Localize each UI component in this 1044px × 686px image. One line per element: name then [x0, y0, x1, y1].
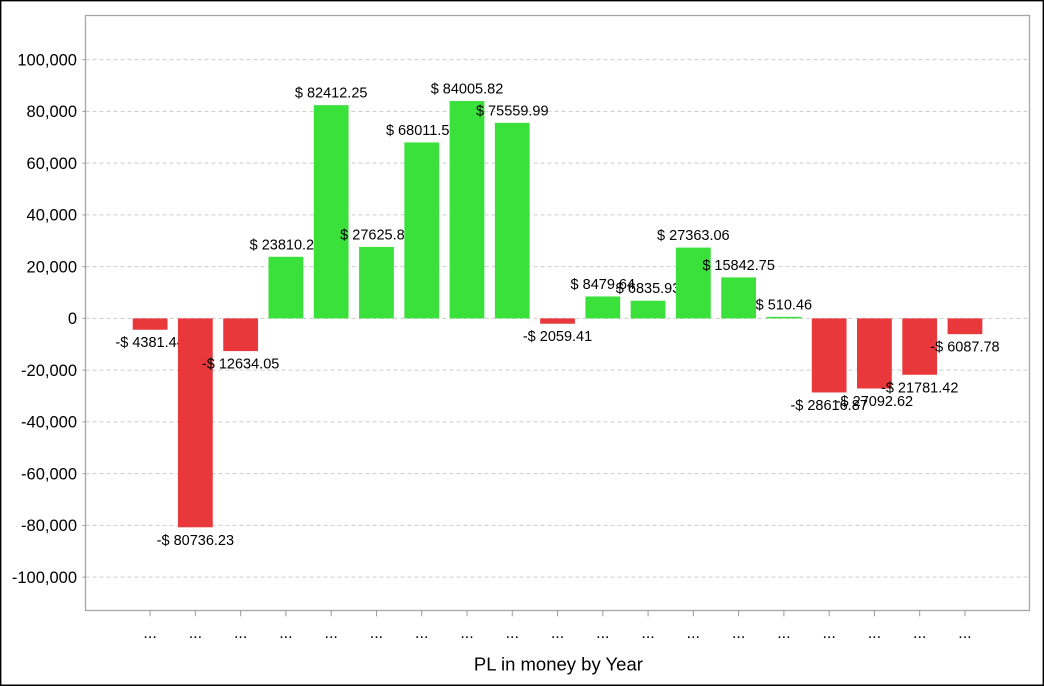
svg-text:-20,000: -20,000	[21, 362, 77, 380]
svg-text:...: ...	[279, 625, 292, 642]
svg-text:...: ...	[370, 625, 383, 642]
svg-text:40,000: 40,000	[27, 207, 77, 225]
svg-text:...: ...	[460, 625, 473, 642]
svg-text:-$ 2059.41: -$ 2059.41	[523, 329, 592, 345]
svg-text:-$ 27092.62: -$ 27092.62	[836, 394, 913, 410]
svg-text:-60,000: -60,000	[21, 465, 77, 483]
svg-text:-$ 21781.42: -$ 21781.42	[881, 380, 958, 396]
svg-text:...: ...	[596, 625, 609, 642]
svg-text:...: ...	[958, 625, 971, 642]
svg-text:80,000: 80,000	[27, 103, 77, 121]
svg-text:$ 6835.93: $ 6835.93	[616, 281, 681, 297]
svg-text:-80,000: -80,000	[21, 517, 77, 535]
svg-text:...: ...	[777, 625, 790, 642]
svg-text:...: ...	[687, 625, 700, 642]
svg-text:-100,000: -100,000	[12, 569, 77, 587]
svg-text:$ 15842.75: $ 15842.75	[702, 258, 775, 274]
svg-text:-$ 28616.87: -$ 28616.87	[790, 398, 867, 414]
svg-text:...: ...	[325, 625, 338, 642]
svg-text:...: ...	[913, 625, 926, 642]
svg-text:...: ...	[143, 625, 156, 642]
svg-text:$ 75559.99: $ 75559.99	[476, 103, 549, 119]
svg-text:$ 27625.85: $ 27625.85	[340, 227, 413, 243]
svg-text:0: 0	[68, 310, 77, 328]
svg-text:...: ...	[551, 625, 564, 642]
svg-text:...: ...	[506, 625, 519, 642]
svg-text:$ 27363.06: $ 27363.06	[657, 228, 730, 244]
svg-text:$ 84005.82: $ 84005.82	[431, 82, 504, 98]
svg-text:-$ 12634.05: -$ 12634.05	[202, 357, 279, 373]
svg-text:...: ...	[189, 625, 202, 642]
svg-text:20,000: 20,000	[27, 258, 77, 276]
svg-text:...: ...	[234, 625, 247, 642]
svg-text:-$ 4381.44: -$ 4381.44	[115, 335, 184, 351]
svg-text:60,000: 60,000	[27, 155, 77, 173]
svg-text:-$ 80736.23: -$ 80736.23	[157, 533, 234, 549]
svg-text:$ 8479.64: $ 8479.64	[571, 277, 636, 293]
svg-text:$ 510.46: $ 510.46	[756, 298, 812, 314]
svg-text:...: ...	[641, 625, 654, 642]
svg-text:...: ...	[868, 625, 881, 642]
svg-text:$ 23810.29: $ 23810.29	[250, 237, 323, 253]
svg-text:...: ...	[822, 625, 835, 642]
svg-text:PL in money by Year: PL in money by Year	[474, 654, 643, 675]
svg-text:...: ...	[732, 625, 745, 642]
svg-text:-$ 6087.78: -$ 6087.78	[930, 340, 999, 356]
svg-text:100,000: 100,000	[17, 51, 77, 69]
svg-text:...: ...	[415, 625, 428, 642]
svg-text:$ 68011.56: $ 68011.56	[386, 123, 458, 139]
svg-text:$ 82412.25: $ 82412.25	[295, 86, 368, 102]
svg-text:-40,000: -40,000	[21, 414, 77, 432]
